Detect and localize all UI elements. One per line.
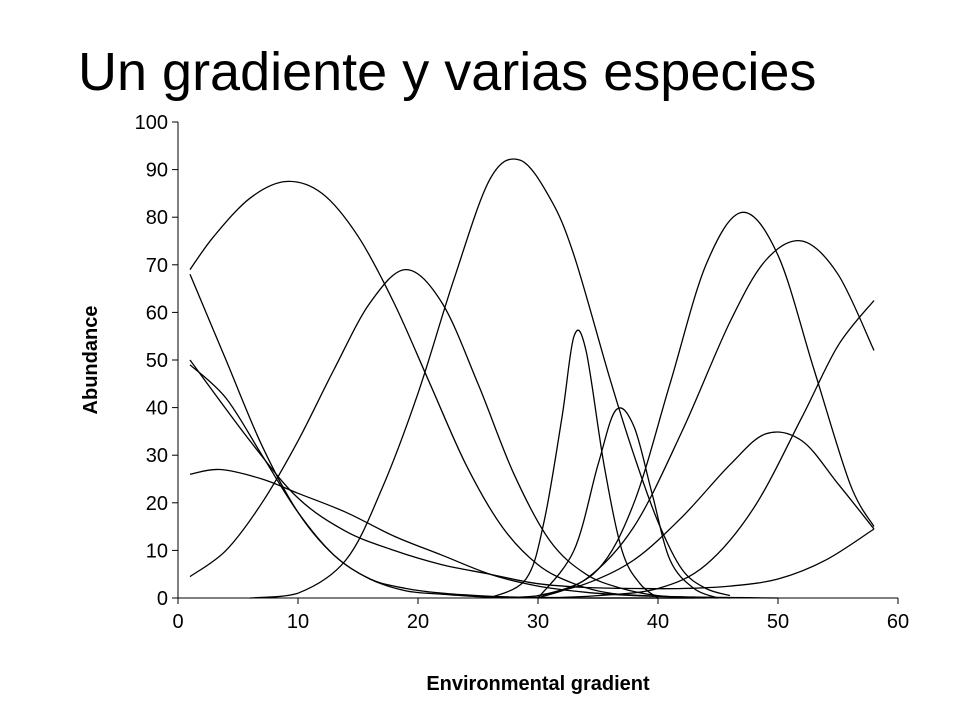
y-tick-label: 30 bbox=[146, 445, 168, 467]
x-axis-title: Environmental gradient bbox=[426, 673, 650, 695]
series-line bbox=[501, 211, 875, 599]
series-line bbox=[189, 268, 731, 599]
x-tick-label: 0 bbox=[172, 611, 183, 633]
series-line bbox=[537, 300, 875, 599]
slide-title: Un gradiente y varias especies bbox=[78, 42, 817, 102]
y-tick-label: 60 bbox=[146, 302, 168, 324]
y-tick-label: 10 bbox=[146, 540, 168, 562]
x-tick-label: 50 bbox=[767, 611, 789, 633]
series-line bbox=[189, 359, 875, 590]
y-tick-label: 0 bbox=[157, 588, 168, 610]
x-tick-label: 20 bbox=[407, 611, 429, 633]
x-tick-label: 40 bbox=[647, 611, 669, 633]
ticks-layer: 0 10 20 30 40 50 60 70 80 90 100 0 10 20 30 40 50 60 bbox=[135, 112, 910, 633]
y-axis-title: Abundance bbox=[80, 306, 102, 415]
series-line bbox=[489, 329, 659, 599]
series-line bbox=[189, 274, 706, 599]
y-tick-label: 50 bbox=[146, 350, 168, 372]
x-tick-label: 60 bbox=[887, 611, 909, 633]
series-line bbox=[537, 239, 875, 599]
axes-layer bbox=[177, 122, 898, 599]
y-tick-label: 20 bbox=[146, 493, 168, 515]
x-tick-label: 10 bbox=[287, 611, 309, 633]
series-line bbox=[189, 468, 779, 599]
series-line bbox=[537, 431, 875, 597]
series-line bbox=[189, 364, 694, 599]
x-tick-label: 30 bbox=[527, 611, 549, 633]
series-line bbox=[537, 407, 719, 599]
series-line bbox=[189, 180, 719, 599]
series-line bbox=[249, 158, 731, 599]
y-tick-label: 40 bbox=[146, 398, 168, 420]
y-tick-label: 90 bbox=[146, 160, 168, 182]
series-layer bbox=[189, 158, 875, 599]
y-tick-label: 80 bbox=[146, 207, 168, 229]
y-tick-label: 70 bbox=[146, 255, 168, 277]
y-tick-label: 100 bbox=[135, 112, 168, 134]
